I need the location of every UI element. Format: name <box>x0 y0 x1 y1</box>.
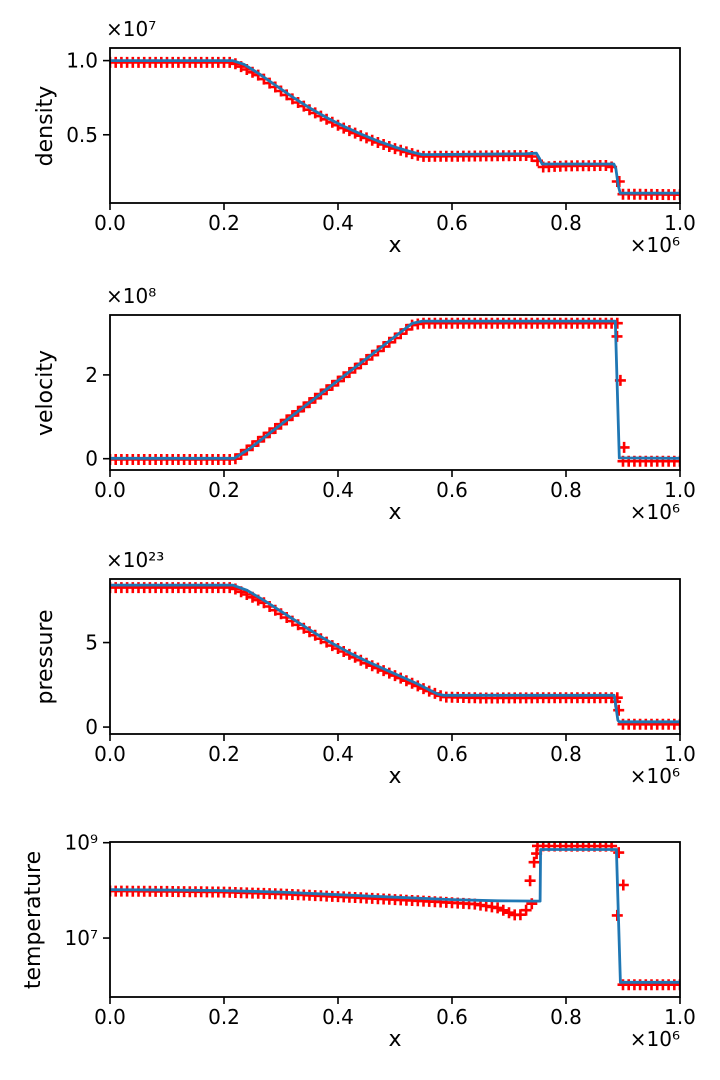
x-tick-label: 1.0 <box>664 211 696 235</box>
ylabel-velocity: velocity <box>33 349 58 436</box>
x-tick-label: 0.0 <box>94 211 126 235</box>
x-tick-label: 1.0 <box>664 742 696 766</box>
numerical-markers-temperature <box>110 842 680 991</box>
x-tick-label: 0.4 <box>322 742 354 766</box>
x-tick-label: 0.2 <box>208 742 240 766</box>
xlabel-pressure: x <box>388 764 402 789</box>
x-tick-label: 1.0 <box>664 478 696 502</box>
x-tick-label: 0.6 <box>436 1005 468 1029</box>
x-tick-label: 0.4 <box>322 1005 354 1029</box>
x-tick-label: 0.0 <box>94 1005 126 1029</box>
y-offset-density: ×10⁷ <box>106 17 157 41</box>
plot-area-density <box>110 56 680 201</box>
plot-area-pressure <box>110 582 680 730</box>
x-tick-label: 0.6 <box>436 211 468 235</box>
ylabel-temperature: temperature <box>21 850 46 989</box>
x-offset-temperature: ×10⁶ <box>629 1027 680 1051</box>
y-tick-label: 0 <box>85 447 98 471</box>
x-tick-label: 0.4 <box>322 478 354 502</box>
x-tick-label: 0.8 <box>550 1005 582 1029</box>
plot-frame-pressure <box>109 578 681 735</box>
x-tick-label: 0.2 <box>208 211 240 235</box>
y-tick-label: 10⁹ <box>65 831 98 855</box>
y-tick-label: 5 <box>85 631 98 655</box>
x-offset-density: ×10⁶ <box>629 233 680 257</box>
y-offset-velocity: ×10⁸ <box>106 284 157 308</box>
plot-frame-velocity <box>109 314 681 471</box>
ylabel-pressure: pressure <box>33 608 58 705</box>
x-tick-label: 0.0 <box>94 742 126 766</box>
plot-frame-temperature <box>109 841 681 998</box>
exact-solution-line-density <box>110 59 680 195</box>
plot-area-velocity <box>110 317 680 467</box>
y-tick-label: 0 <box>85 715 98 739</box>
numerical-markers-velocity <box>110 317 680 467</box>
exact-solution-line-temperature <box>110 848 680 984</box>
ylabel-density: density <box>33 85 58 166</box>
x-tick-label: 0.4 <box>322 211 354 235</box>
x-tick-label: 0.2 <box>208 478 240 502</box>
y-tick-label: 1.0 <box>66 49 98 73</box>
x-offset-pressure: ×10⁶ <box>629 764 680 788</box>
x-tick-label: 0.6 <box>436 742 468 766</box>
xlabel-temperature: x <box>388 1027 402 1052</box>
x-tick-label: 0.6 <box>436 478 468 502</box>
x-tick-label: 0.0 <box>94 478 126 502</box>
x-tick-label: 0.8 <box>550 478 582 502</box>
x-tick-label: 0.8 <box>550 211 582 235</box>
xlabel-density: x <box>388 233 402 258</box>
x-offset-velocity: ×10⁶ <box>629 500 680 524</box>
y-tick-label: 2 <box>85 363 98 387</box>
plot-area-temperature <box>110 842 680 991</box>
y-tick-label: 0.5 <box>66 123 98 147</box>
y-offset-pressure: ×10²³ <box>106 548 165 572</box>
x-tick-label: 0.8 <box>550 742 582 766</box>
xlabel-velocity: x <box>388 500 402 525</box>
exact-solution-line-velocity <box>110 319 680 460</box>
exact-solution-line-pressure <box>110 583 680 724</box>
numerical-markers-density <box>110 56 680 201</box>
y-tick-label: 10⁷ <box>65 926 98 950</box>
x-tick-label: 0.2 <box>208 1005 240 1029</box>
numerical-markers-pressure <box>110 582 680 730</box>
x-tick-label: 1.0 <box>664 1005 696 1029</box>
plot-frame-density <box>109 47 681 204</box>
